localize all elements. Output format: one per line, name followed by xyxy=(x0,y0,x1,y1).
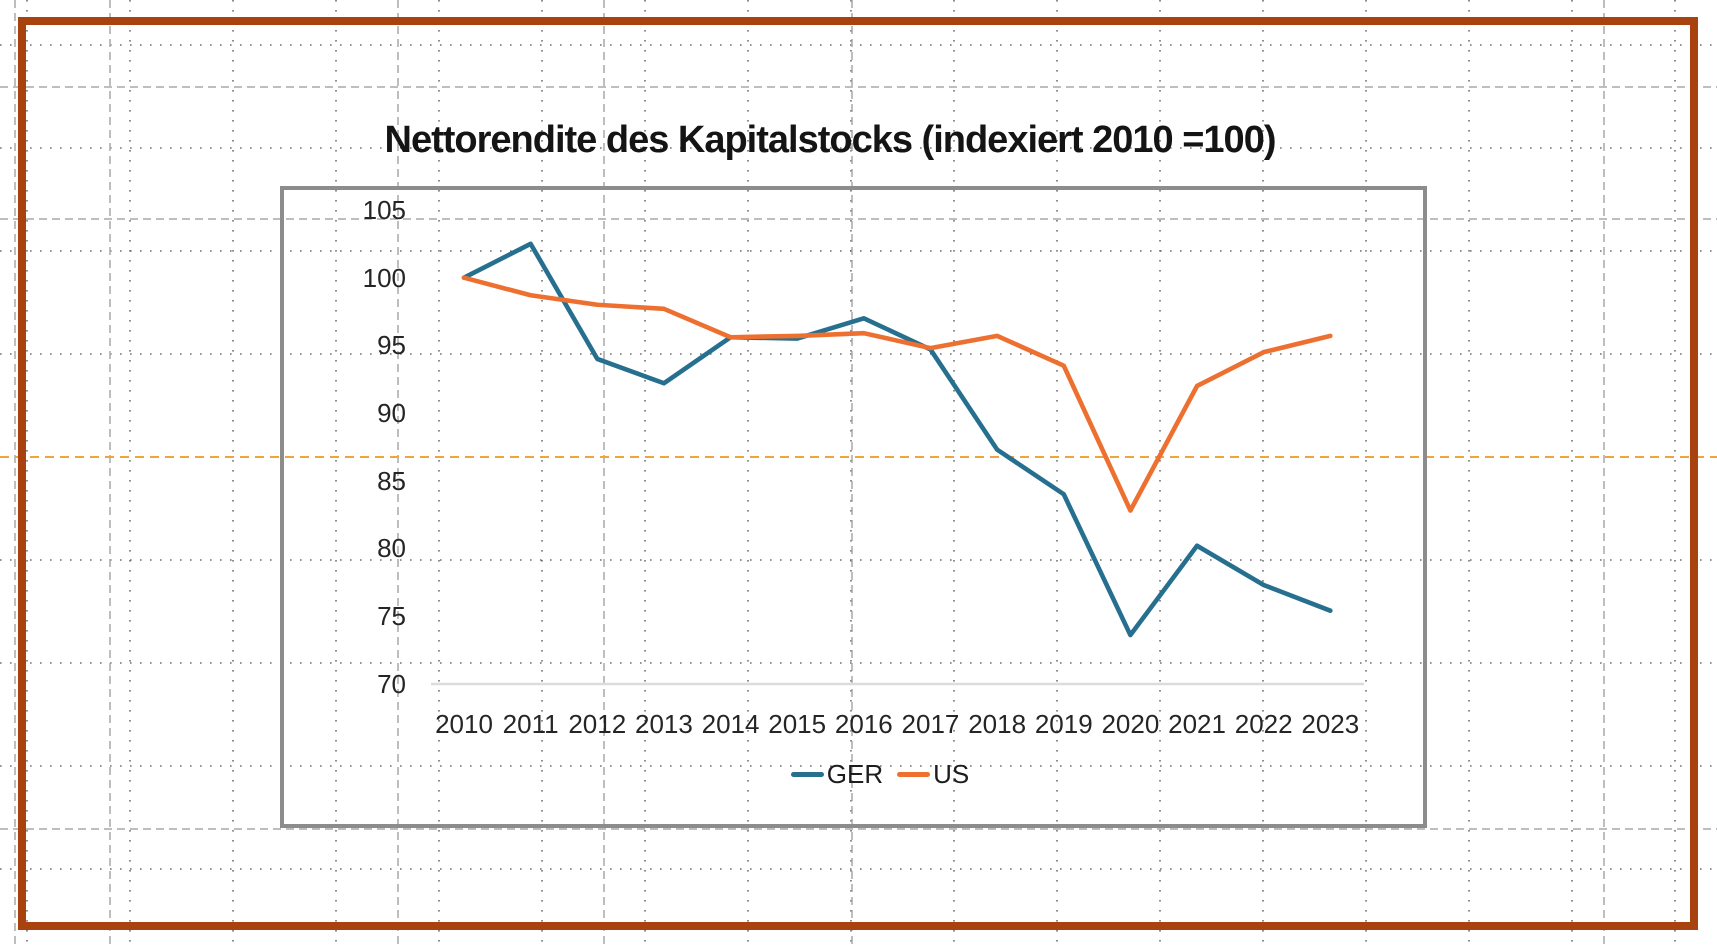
y-tick-label: 85 xyxy=(377,465,406,496)
ger-line-marker xyxy=(790,771,824,777)
us-line-marker xyxy=(897,771,931,777)
y-tick-label: 105 xyxy=(362,195,406,225)
y-tick-label: 100 xyxy=(362,262,406,293)
chart-legend: GER US xyxy=(400,757,1360,791)
legend-item-us: US xyxy=(897,759,969,790)
y-tick-label: 90 xyxy=(377,398,406,429)
y-tick-label: 80 xyxy=(377,533,406,564)
legend-label-us: US xyxy=(933,758,970,789)
legend-item-ger: GER xyxy=(790,758,884,790)
legend-label-ger: GER xyxy=(826,758,884,789)
y-tick-label: 70 xyxy=(377,668,406,699)
y-tick-label: 95 xyxy=(377,330,406,361)
x-tick-label: 2023 xyxy=(1301,709,1360,739)
chart-title: Nettorendite des Kapitalstocks (indexier… xyxy=(384,119,1277,161)
y-tick-label: 75 xyxy=(377,601,406,632)
